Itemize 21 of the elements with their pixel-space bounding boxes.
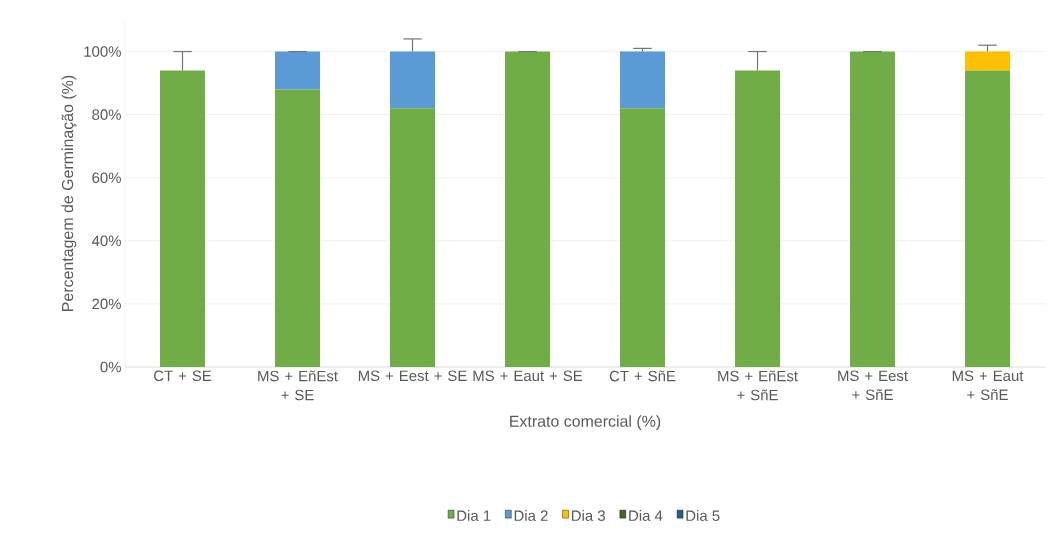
x-tick-label: CT + SE [153, 370, 212, 382]
legend-label: Dia 3 [571, 509, 605, 521]
x-tick-label: CT + SñE [609, 370, 676, 382]
y-tick-label: 0% [100, 361, 121, 373]
y-tick-label: 80% [92, 109, 121, 120]
y-tick-label: 20% [92, 298, 121, 310]
x-tick-label: MS + Eest + SñE [838, 370, 908, 401]
y-tick-label: 100% [84, 46, 121, 57]
x-tick-label: MS + EñEst + SñE [718, 370, 798, 401]
x-tick-label: MS + Eest + SE [358, 370, 467, 382]
legend-label: Dia 1 [457, 509, 491, 521]
y-axis-title: Percentagem de Germinação (%) [61, 75, 77, 311]
x-tick-label: MS + Eaut + SñE [952, 370, 1024, 401]
legend-label: Dia 5 [686, 509, 720, 521]
x-tick-label: MS + Eaut + SE [473, 370, 583, 382]
legend-label: Dia 2 [514, 509, 548, 521]
x-tick-label: MS + EñEst + SE [258, 370, 338, 401]
x-axis-title: Extrato comercial (%) [510, 415, 661, 430]
y-tick-label: 40% [91, 235, 121, 247]
y-tick-label: 60% [92, 172, 121, 184]
legend-label: Dia 4 [629, 509, 663, 521]
